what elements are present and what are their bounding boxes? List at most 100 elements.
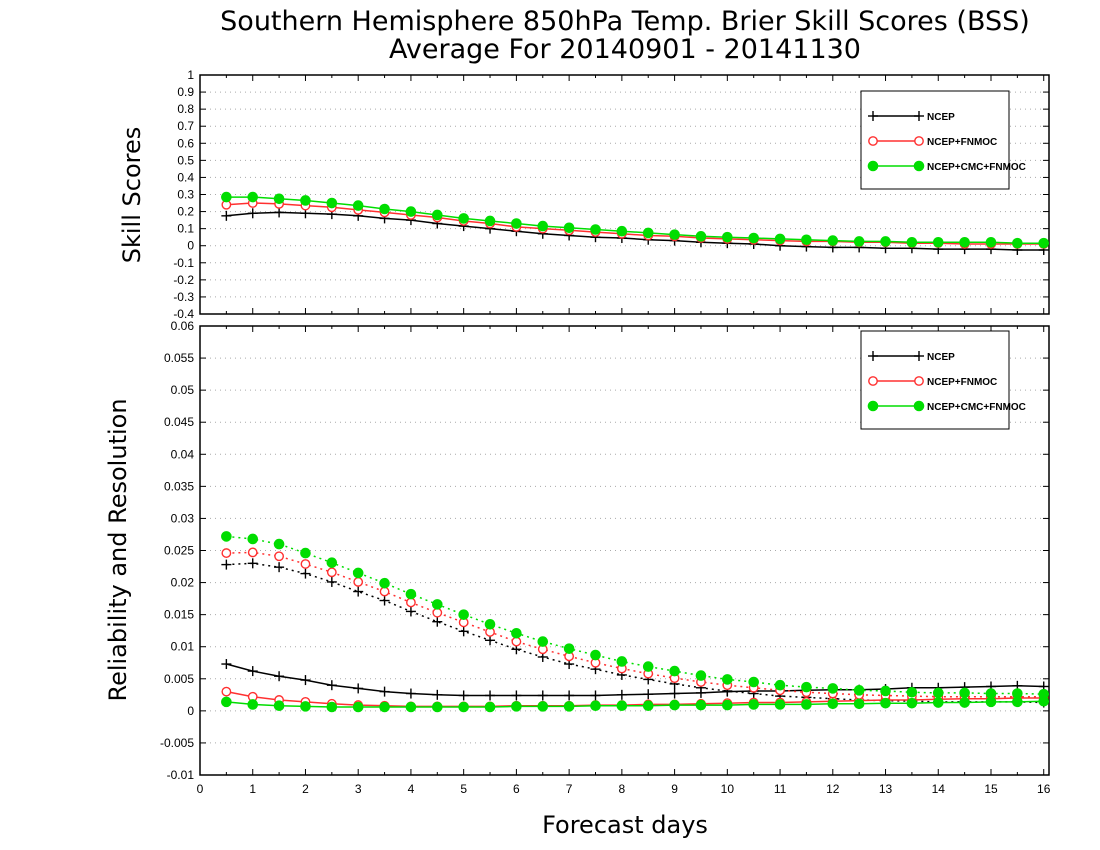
bottom-legend-marker xyxy=(868,376,878,386)
top-series-ncep-cmc-fnmoc-solid-point xyxy=(247,191,259,203)
bottom-y-tick-label: 0.06 xyxy=(171,319,195,333)
bottom-series-ncep-cmc-fnmoc-solid-point xyxy=(774,699,786,710)
bottom-y-tick-label: 0.045 xyxy=(164,415,194,429)
bottom-series-ncep-cmc-fnmoc-dotted-point xyxy=(1038,688,1050,700)
bottom-series-ncep-cmc-fnmoc-solid-point xyxy=(906,697,918,709)
top-y-tick-label: -0.1 xyxy=(173,256,194,270)
x-tick-label: 4 xyxy=(408,782,415,796)
bottom-legend-marker xyxy=(914,376,924,386)
bottom-series-ncep-fnmoc-dotted-point xyxy=(353,577,364,587)
bottom-y-tick-label: 0.035 xyxy=(164,479,194,493)
bottom-series-ncep-fnmoc-dotted-point xyxy=(221,548,232,558)
top-series-ncep-cmc-fnmoc-solid-point xyxy=(642,227,654,239)
bottom-series-ncep-cmc-fnmoc-solid-point xyxy=(458,701,469,713)
bottom-series-ncep-fnmoc-dotted-point xyxy=(379,586,390,597)
bottom-series-ncep-cmc-fnmoc-solid-point xyxy=(853,698,865,710)
bottom-legend-label: NCEP+FNMOC xyxy=(927,377,997,388)
top-series-ncep-cmc-fnmoc-solid-point xyxy=(511,218,522,229)
x-tick-label: 16 xyxy=(1037,782,1051,796)
bottom-y-tick-label: 0.025 xyxy=(164,544,194,558)
top-y-tick-label: 0.1 xyxy=(177,222,194,236)
bottom-series-ncep-cmc-fnmoc-dotted-point xyxy=(616,656,628,667)
bottom-series-ncep-cmc-fnmoc-dotted-point xyxy=(642,661,654,672)
x-tick-label: 12 xyxy=(826,782,840,796)
top-y-tick-label: 0 xyxy=(187,239,194,253)
bottom-series-ncep-cmc-fnmoc-dotted-point xyxy=(932,687,944,699)
bottom-series-ncep-cmc-fnmoc-solid-point xyxy=(537,701,549,712)
top-y-tick-label: 0.7 xyxy=(177,119,194,133)
top-y-tick-label: -0.3 xyxy=(173,290,194,304)
bottom-series-ncep-cmc-fnmoc-dotted-point xyxy=(458,609,469,620)
top-legend-box xyxy=(860,90,1010,190)
bottom-series-ncep-cmc-fnmoc-solid-point xyxy=(669,699,680,711)
top-y-tick-label: 0.8 xyxy=(177,102,194,116)
bottom-series-ncep-cmc-fnmoc-dotted-point xyxy=(326,557,338,568)
top-panel: -0.4 -0.3 -0.2 -0.1 0 0.1 0.2 0.3 0.4 0.5 0.6 0.7 0.… xyxy=(173,68,1050,321)
top-legend-label: NCEP+CMC+FNMOC xyxy=(927,162,1026,173)
top-series-ncep-cmc-fnmoc-solid-point xyxy=(484,215,496,227)
top-series-ncep-cmc-fnmoc-solid-point xyxy=(379,203,390,215)
top-legend-marker xyxy=(913,160,925,172)
x-tick-label: 14 xyxy=(932,782,946,796)
bottom-series-ncep-cmc-fnmoc-solid-point xyxy=(748,699,759,710)
chart-title-line2: Average For 20140901 - 20141130 xyxy=(389,34,861,65)
top-series-ncep-cmc-fnmoc-solid-point xyxy=(853,236,865,247)
top-series-ncep-cmc-fnmoc-solid-point xyxy=(959,237,970,248)
bottom-series-ncep-cmc-fnmoc-dotted-point xyxy=(511,627,522,639)
bottom-series-ncep-cmc-fnmoc-solid-point xyxy=(563,701,575,712)
bottom-series-ncep-cmc-fnmoc-solid-point xyxy=(379,701,390,713)
bottom-y-axis-label: Reliability and Resolution xyxy=(104,398,132,701)
bottom-series-ncep-cmc-fnmoc-dotted-point xyxy=(405,588,417,600)
x-tick-label: 6 xyxy=(513,782,520,796)
x-tick-label: 5 xyxy=(460,782,467,796)
bottom-y-tick-label: 0.005 xyxy=(164,672,194,686)
bottom-series-ncep-cmc-fnmoc-dotted-point xyxy=(906,686,918,698)
top-series-ncep-cmc-fnmoc-solid-point xyxy=(695,231,707,242)
bottom-series-ncep-cmc-fnmoc-dotted-point xyxy=(484,618,496,630)
bottom-series-ncep-solid-line xyxy=(226,663,1044,697)
bottom-y-tick-label: 0.01 xyxy=(171,640,195,654)
bottom-series-ncep-cmc-fnmoc-solid-point xyxy=(801,699,812,710)
bottom-legend-marker xyxy=(913,400,925,412)
x-tick-label: 2 xyxy=(302,782,309,796)
bottom-y-tick-label: 0.04 xyxy=(171,447,195,461)
bottom-series-ncep-fnmoc-dotted-point xyxy=(300,559,311,569)
top-legend-label: NCEP+FNMOC xyxy=(927,137,997,148)
x-tick-label: 0 xyxy=(197,782,204,796)
top-series-ncep-cmc-fnmoc-solid-point xyxy=(985,237,997,248)
bottom-series-ncep-fnmoc-dotted-point xyxy=(432,607,443,618)
top-series-ncep-cmc-fnmoc-solid-point xyxy=(932,237,944,248)
bottom-series-ncep-cmc-fnmoc-dotted-point xyxy=(801,681,812,693)
top-series-ncep-cmc-fnmoc-solid-point xyxy=(801,234,812,246)
bottom-series-ncep-cmc-fnmoc-dotted-point xyxy=(959,687,970,699)
bottom-series-ncep-cmc-fnmoc-dotted-point xyxy=(431,599,443,610)
top-series-ncep-cmc-fnmoc-solid-point xyxy=(537,220,549,232)
top-series-ncep-cmc-fnmoc-solid-line xyxy=(226,196,1044,244)
bottom-series-ncep-cmc-fnmoc-solid-point xyxy=(642,700,654,712)
top-y-tick-label: 1 xyxy=(187,68,194,82)
bottom-y-tick-label: 0.03 xyxy=(171,511,195,525)
top-y-tick-label: -0.2 xyxy=(173,273,194,287)
x-tick-label: 9 xyxy=(671,782,678,796)
bottom-series-ncep-cmc-fnmoc-dotted-point xyxy=(590,649,601,661)
top-y-tick-label: -0.4 xyxy=(173,307,194,321)
top-series-ncep-cmc-fnmoc-solid-point xyxy=(906,237,918,248)
top-series-ncep-cmc-fnmoc-solid-point xyxy=(563,222,575,234)
bottom-series-ncep-cmc-fnmoc-dotted-point xyxy=(379,577,390,589)
top-series-ncep-fnmoc-solid-line xyxy=(226,202,1044,245)
top-y-tick-label: 0.4 xyxy=(177,170,194,184)
bottom-series-ncep-cmc-fnmoc-solid-point xyxy=(326,701,338,713)
bottom-series-ncep-cmc-fnmoc-solid-point xyxy=(352,701,364,713)
bottom-legend-label: NCEP+CMC+FNMOC xyxy=(927,402,1026,413)
top-series-ncep-cmc-fnmoc-solid-point xyxy=(748,232,759,244)
chart-title-line1: Southern Hemisphere 850hPa Temp. Brier S… xyxy=(220,6,1030,37)
bottom-legend-label: NCEP xyxy=(927,352,955,363)
bottom-legend-box xyxy=(860,330,1010,430)
top-series-ncep-solid-line xyxy=(226,211,1044,251)
x-tick-label: 3 xyxy=(355,782,362,796)
bottom-series-ncep-cmc-fnmoc-solid-point xyxy=(247,699,259,710)
top-series-ncep-cmc-fnmoc-solid-point xyxy=(669,229,680,240)
top-y-tick-label: 0.3 xyxy=(177,188,194,202)
top-y-tick-label: 0.6 xyxy=(177,136,194,150)
